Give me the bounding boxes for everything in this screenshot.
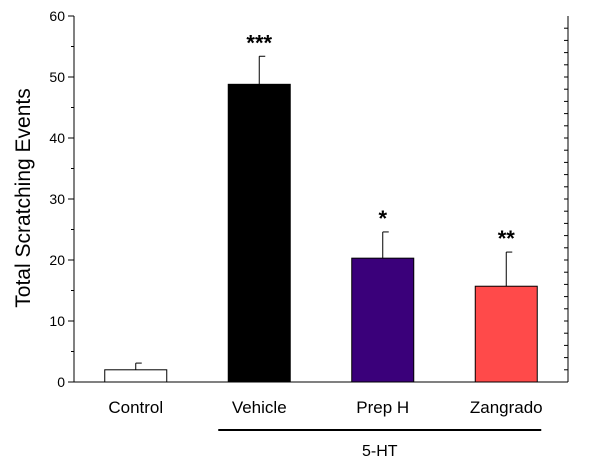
significance-marker: * (378, 206, 387, 231)
group-label: 5-HT (362, 443, 398, 460)
y-tick-label: 60 (49, 8, 65, 24)
significance-marker: ** (498, 226, 516, 251)
y-tick-label: 10 (49, 313, 65, 329)
category-label: Vehicle (232, 398, 287, 417)
bars: ****** (104, 30, 538, 383)
bar (474, 285, 538, 383)
bar (351, 257, 415, 383)
y-tick-label: 20 (49, 252, 65, 268)
bar (104, 369, 168, 383)
y-tick-label: 40 (49, 130, 65, 146)
category-label: Prep H (356, 398, 409, 417)
category-label: Control (108, 398, 163, 417)
y-tick-label: 0 (57, 374, 65, 390)
group-bracket: 5-HT (218, 429, 542, 460)
y-axis-label: Total Scratching Events (12, 88, 35, 307)
y-tick-label: 50 (49, 69, 65, 85)
y-tick-label: 30 (49, 191, 65, 207)
significance-marker: *** (246, 30, 272, 55)
bar (227, 83, 291, 383)
category-label: Zangrado (470, 398, 543, 417)
category-labels: Control Vehicle Prep H Zangrado (108, 398, 542, 417)
